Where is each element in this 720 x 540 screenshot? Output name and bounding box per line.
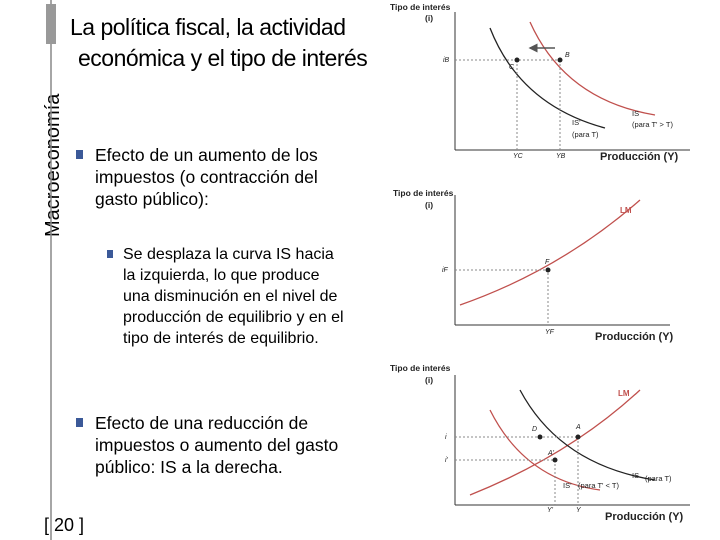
label: D xyxy=(532,426,537,433)
corner-block xyxy=(46,4,56,44)
label: IS' xyxy=(563,481,572,490)
label: i xyxy=(445,434,447,441)
label: B xyxy=(565,52,570,59)
label: A' xyxy=(547,450,555,457)
label: IS xyxy=(632,109,639,118)
label: Y xyxy=(576,507,582,514)
y-label: Tipo de interés xyxy=(390,363,451,373)
title: La política fiscal, la actividad económi… xyxy=(70,12,368,74)
label: (para T' > T) xyxy=(632,120,673,129)
y-symbol: (i) xyxy=(425,13,433,23)
label: i' xyxy=(445,457,449,464)
label: LM xyxy=(618,389,630,398)
page-number: [ 20 ] xyxy=(44,515,85,535)
label: IS' xyxy=(572,118,581,127)
title-line: económica y el tipo de interés xyxy=(78,45,368,71)
label: (para T) xyxy=(572,130,599,139)
label: YF xyxy=(545,329,555,336)
label: iB xyxy=(443,57,450,64)
title-line: La política fiscal, la actividad xyxy=(70,14,346,40)
bullet: Efecto de un aumento de los impuestos (o… xyxy=(76,144,345,210)
figure-3: Tipo de interés (i) Producción (Y) LM i … xyxy=(390,363,690,523)
label: IS xyxy=(632,471,639,480)
y-label: Tipo de interés xyxy=(390,2,451,12)
label: YB xyxy=(556,153,566,160)
label: C xyxy=(509,64,515,71)
label: (para T' < T) xyxy=(578,481,619,490)
label: A xyxy=(575,424,581,431)
sub-bullet: Se desplaza la curva IS hacia la izquier… xyxy=(107,244,348,349)
label: (para T) xyxy=(645,474,672,483)
figure-2: Tipo de interés (i) Producción (Y) LM iF… xyxy=(393,188,674,343)
y-label: Tipo de interés xyxy=(393,188,454,198)
x-label: Producción (Y) xyxy=(600,151,679,163)
bullet: Efecto de una reducción de impuestos o a… xyxy=(76,412,345,478)
x-label: Producción (Y) xyxy=(605,511,684,523)
x-label: Producción (Y) xyxy=(595,331,674,343)
y-symbol: (i) xyxy=(425,200,433,210)
y-symbol: (i) xyxy=(425,375,433,385)
label: LM xyxy=(620,206,632,215)
label: F xyxy=(545,259,550,266)
label: YC xyxy=(513,153,524,160)
label: Y' xyxy=(547,507,554,514)
figure-1: Tipo de interés (i) Producción (Y) iB C … xyxy=(390,2,690,163)
label: iF xyxy=(442,267,449,274)
